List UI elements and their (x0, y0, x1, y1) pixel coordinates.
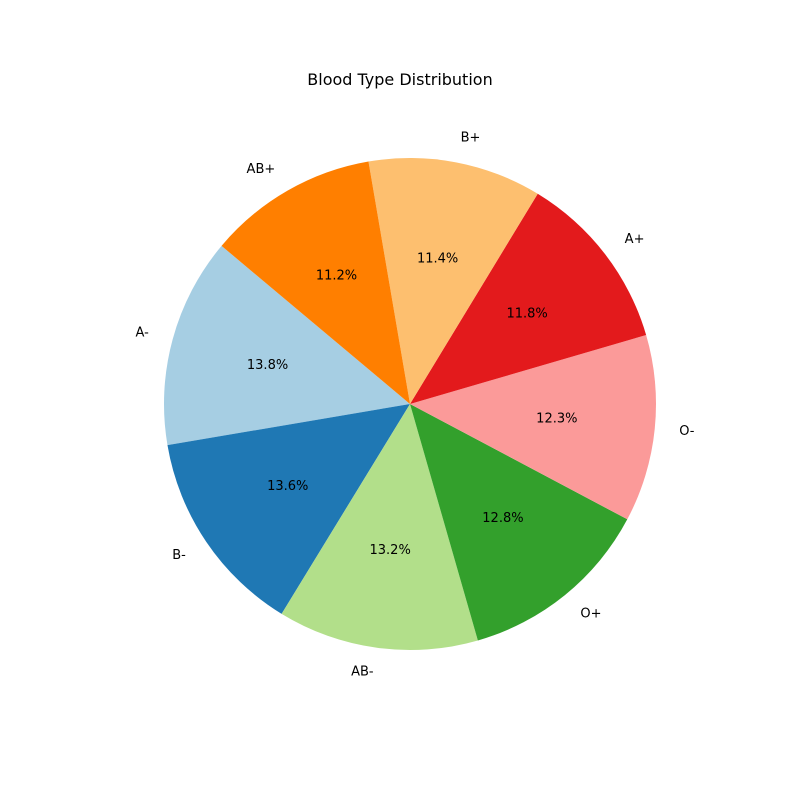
slice-category-label: B- (172, 548, 186, 563)
pie-slice-B-neg (167, 404, 410, 614)
slice-percent-label: 13.6% (267, 479, 308, 494)
chart-title: Blood Type Distribution (307, 70, 493, 89)
slice-category-label: AB- (351, 665, 374, 680)
slice-percent-label: 11.8% (506, 307, 547, 322)
pie-slice-O-neg (410, 335, 656, 520)
pie-slice-A-pos (410, 193, 647, 404)
slice-labels: A- 13.8% B- 13.6% AB- 13.2% O+ 12.8% O- 12.3% A+ 11… (136, 131, 695, 680)
slice-category-label: A+ (625, 232, 645, 247)
slice-percent-label: 12.8% (482, 511, 523, 526)
slice-percent-label: 11.2% (316, 268, 357, 283)
pie-slice-O-pos (410, 404, 628, 641)
slice-percent-label: 13.2% (370, 543, 411, 558)
pie-slice-B-pos (368, 158, 538, 404)
slice-category-label: O+ (580, 607, 601, 622)
slice-category-label: O- (679, 424, 695, 439)
slice-category-label: B+ (461, 131, 481, 146)
slice-category-label: A- (136, 326, 150, 341)
slice-percent-label: 12.3% (536, 412, 577, 427)
pie-slice-A-neg (164, 245, 410, 446)
pie-slice-AB-pos (221, 161, 410, 404)
slice-category-label: AB+ (247, 162, 276, 177)
slice-percent-label: 13.8% (247, 358, 288, 373)
slice-percent-label: 11.4% (417, 252, 458, 267)
pie-slice-AB-neg (281, 404, 478, 650)
pie-slices (164, 158, 656, 650)
